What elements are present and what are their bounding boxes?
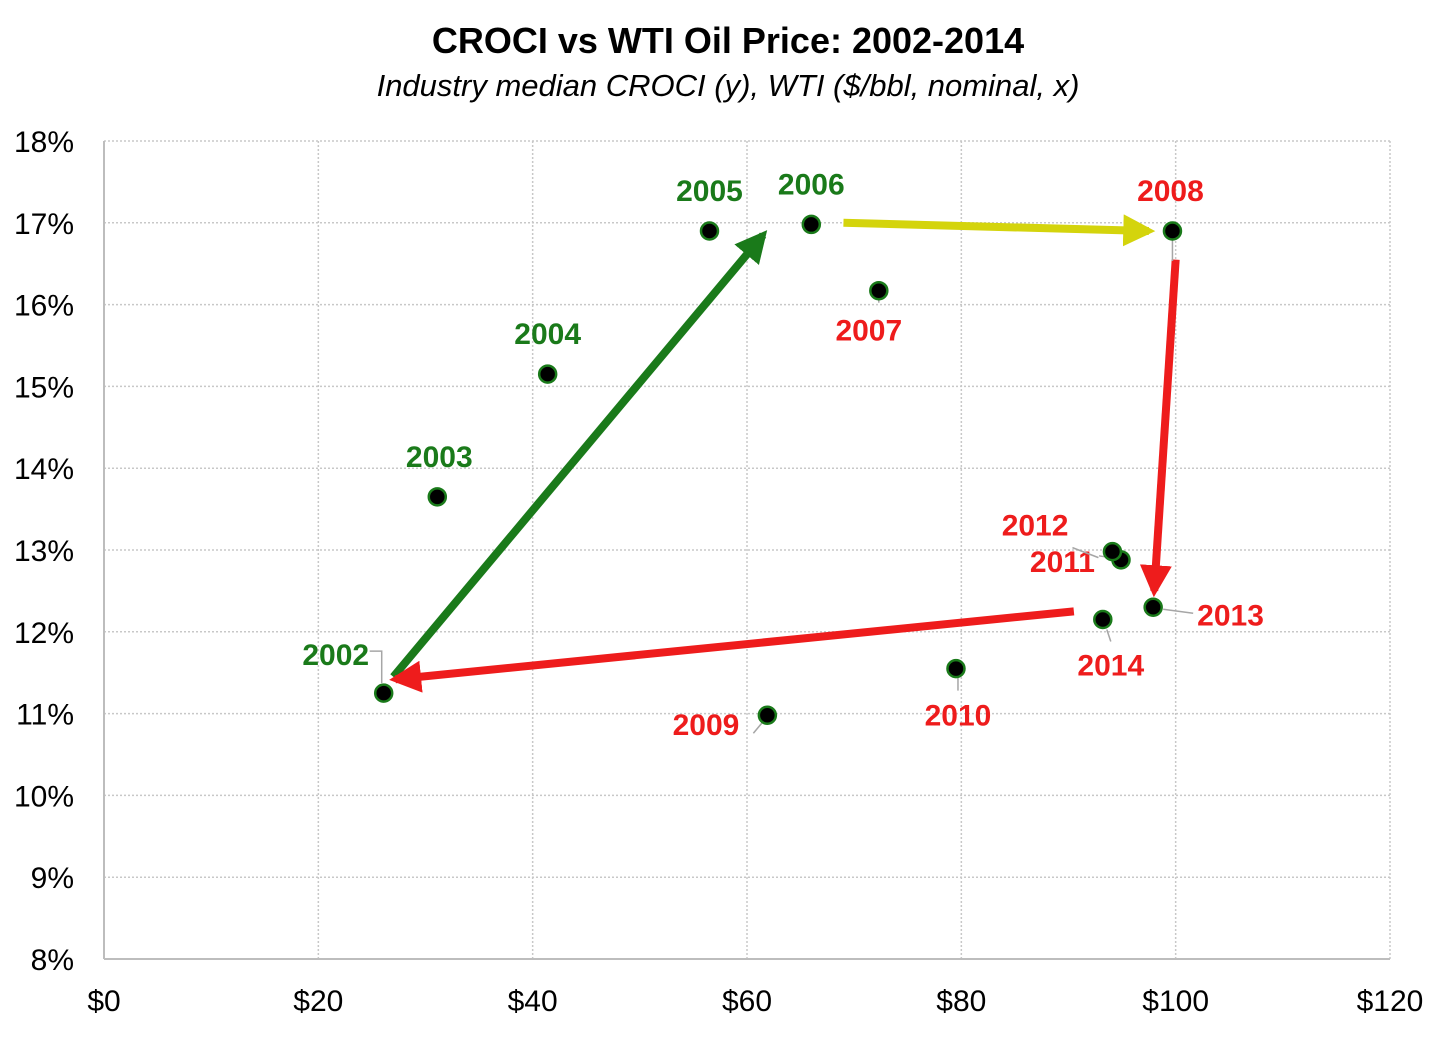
data-point-2014 bbox=[1093, 609, 1113, 630]
data-point-2009 bbox=[757, 705, 778, 725]
y-tick-label: 11% bbox=[16, 699, 74, 732]
trend-arrow-2 bbox=[843, 214, 1156, 247]
point-label-2007: 2007 bbox=[835, 315, 902, 348]
y-tick-label: 17% bbox=[14, 208, 74, 241]
y-tick-label: 8% bbox=[31, 944, 74, 977]
data-point-2004 bbox=[537, 364, 558, 384]
data-point-2013 bbox=[1143, 597, 1163, 618]
x-tick-label: $100 bbox=[1142, 985, 1209, 1018]
y-tick-label: 16% bbox=[14, 290, 74, 323]
chart-title: CROCI vs WTI Oil Price: 2002-2014 bbox=[431, 20, 1025, 61]
x-tick-label: $0 bbox=[87, 985, 120, 1018]
trend-arrow-4 bbox=[389, 607, 1075, 693]
y-tick-label: 12% bbox=[14, 617, 74, 650]
trend-arrow-3 bbox=[1139, 259, 1180, 598]
point-label-2004: 2004 bbox=[514, 318, 581, 351]
data-point-2012 bbox=[1102, 541, 1123, 562]
point-label-2006: 2006 bbox=[778, 168, 845, 201]
label-leader-line bbox=[1106, 629, 1112, 642]
point-label-2011: 2011 bbox=[1030, 546, 1095, 579]
label-leader-line bbox=[1072, 546, 1099, 559]
point-label-2014: 2014 bbox=[1077, 650, 1144, 683]
label-leader-line bbox=[369, 650, 383, 684]
y-tick-label: 10% bbox=[14, 780, 74, 813]
y-tick-label: 15% bbox=[14, 371, 74, 404]
data-point-2002 bbox=[373, 683, 394, 703]
point-label-2003: 2003 bbox=[406, 441, 473, 474]
point-label-2002: 2002 bbox=[302, 639, 369, 672]
point-label-2008: 2008 bbox=[1137, 175, 1204, 208]
label-leader-line bbox=[752, 720, 764, 734]
x-tick-label: $80 bbox=[936, 985, 986, 1018]
x-tick-label: $40 bbox=[508, 985, 558, 1018]
y-tick-label: 14% bbox=[14, 453, 74, 486]
data-point-2005 bbox=[699, 221, 720, 241]
data-point-2010 bbox=[946, 658, 966, 679]
point-label-2009: 2009 bbox=[673, 709, 740, 742]
data-point-2007 bbox=[869, 280, 889, 301]
y-tick-label: 18% bbox=[14, 126, 74, 159]
x-tick-label: $60 bbox=[722, 985, 772, 1018]
point-label-2013: 2013 bbox=[1197, 599, 1264, 632]
y-tick-label: 9% bbox=[31, 862, 74, 895]
y-tick-label: 13% bbox=[14, 535, 74, 568]
data-point-2006 bbox=[801, 214, 822, 235]
x-tick-label: $20 bbox=[293, 985, 343, 1018]
point-label-2005: 2005 bbox=[676, 175, 743, 208]
label-leader-line bbox=[1163, 608, 1194, 615]
data-point-2008 bbox=[1162, 221, 1183, 241]
data-point-2003 bbox=[427, 487, 448, 507]
x-tick-label: $120 bbox=[1357, 985, 1424, 1018]
chart-subtitle: Industry median CROCI (y), WTI ($/bbl, n… bbox=[376, 68, 1080, 103]
trend-arrow-1 bbox=[390, 230, 768, 680]
point-label-2012: 2012 bbox=[1002, 510, 1069, 543]
point-label-2010: 2010 bbox=[925, 700, 992, 733]
